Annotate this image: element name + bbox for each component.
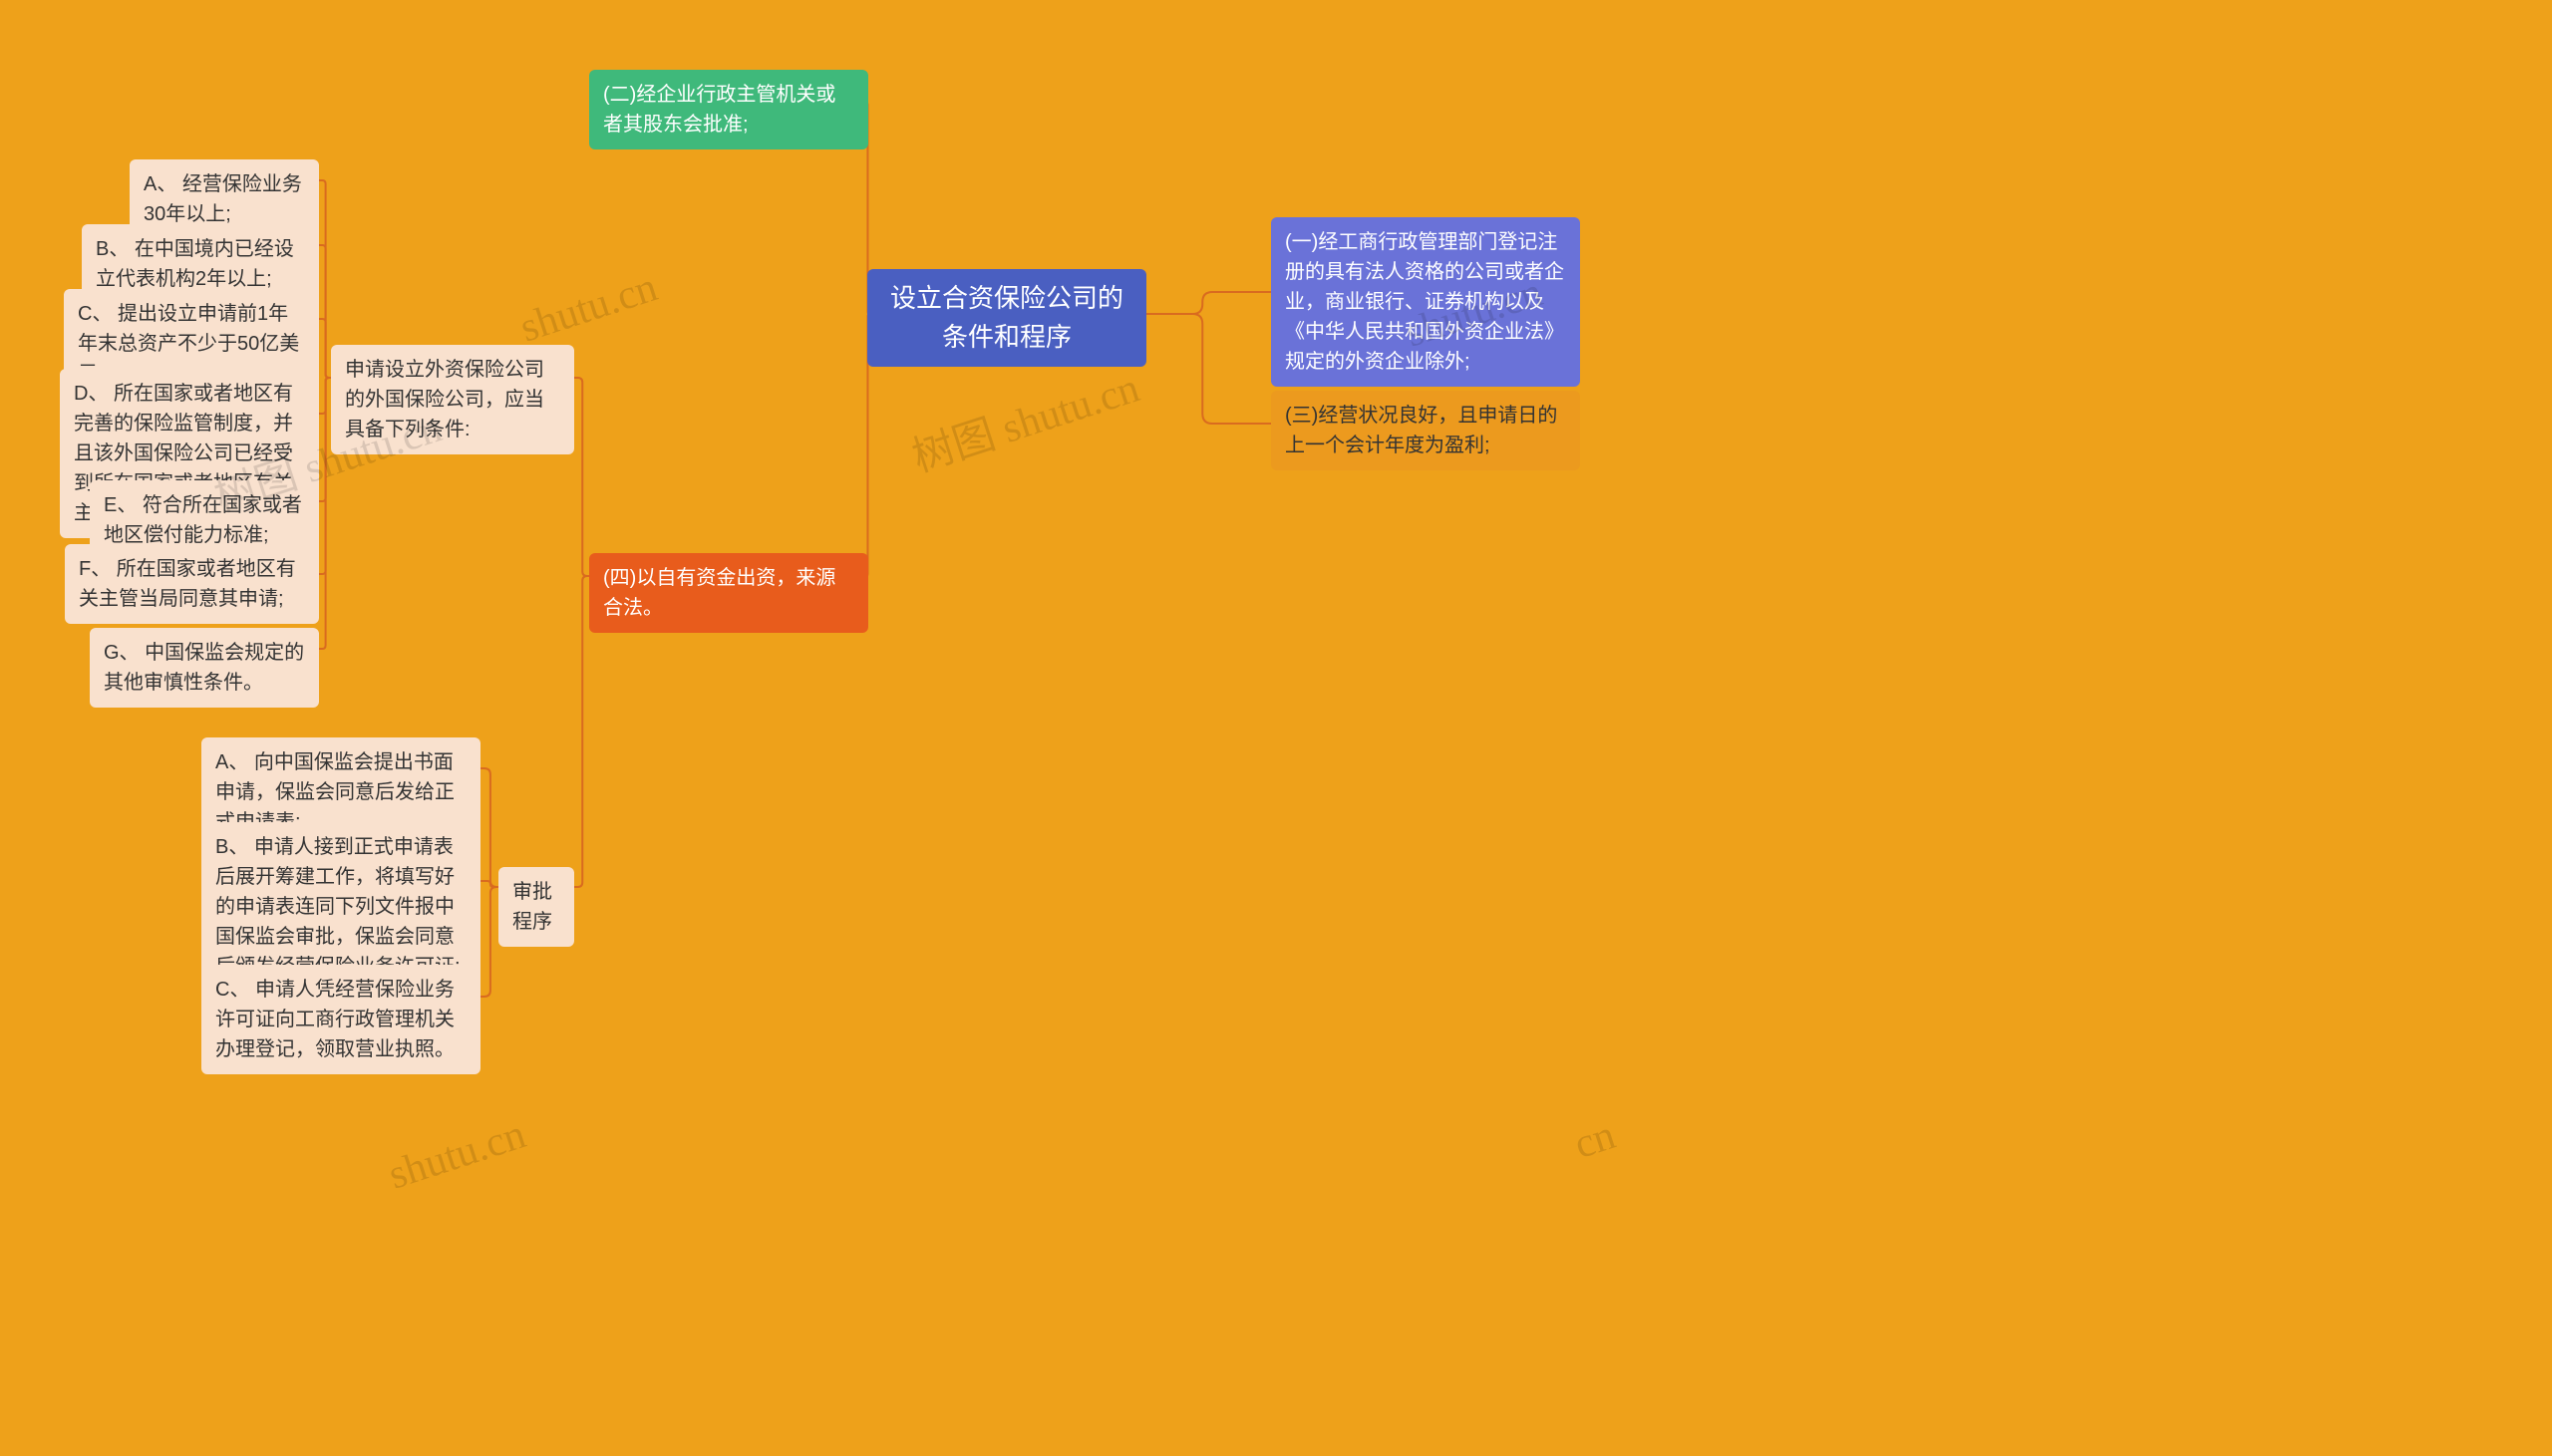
mindmap-canvas: 设立合资保险公司的条件和程序 (一)经工商行政管理部门登记注册的具有法人资格的公司…: [0, 0, 2552, 1456]
node-r2: (三)经营状况良好，且申请日的上一个会计年度为盈利;: [1271, 391, 1580, 470]
node-label: G、 中国保监会规定的其他审慎性条件。: [104, 638, 305, 698]
watermark: shutu.cn: [383, 1110, 531, 1199]
node-label: 设立合资保险公司的条件和程序: [881, 279, 1132, 357]
node-label: E、 符合所在国家或者地区偿付能力标准;: [104, 490, 305, 550]
node-r1: (一)经工商行政管理部门登记注册的具有法人资格的公司或者企业，商业银行、证券机构…: [1271, 217, 1580, 387]
node-label: F、 所在国家或者地区有关主管当局同意其申请;: [79, 554, 305, 614]
node-label: 审批程序: [512, 877, 560, 937]
watermark: cn: [1569, 1111, 1622, 1169]
node-label: (一)经工商行政管理部门登记注册的具有法人资格的公司或者企业，商业银行、证券机构…: [1285, 227, 1566, 377]
node-label: B、 申请人接到正式申请表后展开筹建工作，将填写好的申请表连同下列文件报中国保监…: [215, 832, 467, 982]
node-l2: (四)以自有资金出资，来源合法。: [589, 553, 868, 633]
node-label: A、 经营保险业务30年以上;: [144, 169, 305, 229]
node-label: 申请设立外资保险公司的外国保险公司，应当具备下列条件:: [345, 355, 560, 444]
node-label: C、 申请人凭经营保险业务许可证向工商行政管理机关办理登记，领取营业执照。: [215, 975, 467, 1064]
watermark: 树图 shutu.cn: [903, 354, 1145, 484]
node-center: 设立合资保险公司的条件和程序: [867, 269, 1146, 367]
node-l2a6: F、 所在国家或者地区有关主管当局同意其申请;: [65, 544, 319, 624]
node-label: (三)经营状况良好，且申请日的上一个会计年度为盈利;: [1285, 401, 1566, 460]
node-l1: (二)经企业行政主管机关或者其股东会批准;: [589, 70, 868, 149]
watermark: shutu.cn: [514, 263, 663, 352]
node-l2b3: C、 申请人凭经营保险业务许可证向工商行政管理机关办理登记，领取营业执照。: [201, 965, 480, 1074]
node-label: (四)以自有资金出资，来源合法。: [603, 563, 854, 623]
node-l2a7: G、 中国保监会规定的其他审慎性条件。: [90, 628, 319, 708]
node-l2a: 申请设立外资保险公司的外国保险公司，应当具备下列条件:: [331, 345, 574, 454]
node-l2b: 审批程序: [498, 867, 574, 947]
node-label: (二)经企业行政主管机关或者其股东会批准;: [603, 80, 854, 140]
node-label: B、 在中国境内已经设立代表机构2年以上;: [96, 234, 305, 294]
